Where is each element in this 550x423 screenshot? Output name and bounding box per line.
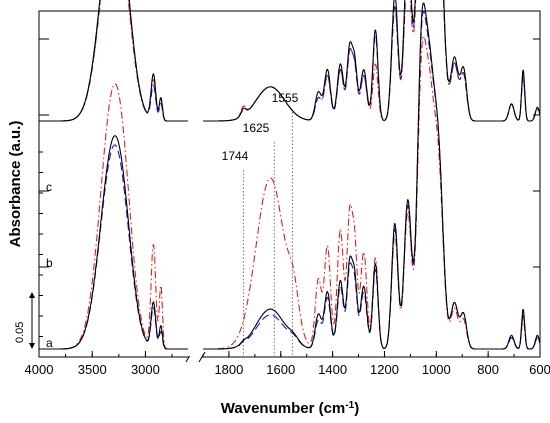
spectrum-a-s2-seg0 <box>38 144 189 350</box>
x-tick-label-3500: 3500 <box>78 362 107 377</box>
axis-break-band <box>189 12 202 356</box>
spectrum-a-s1-seg1 <box>202 2 541 350</box>
axis-break-marker <box>185 12 206 363</box>
x-tick-label-1800: 1800 <box>214 362 243 377</box>
group-label-b: b <box>46 256 53 270</box>
x-tick-label-1600: 1600 <box>266 362 295 377</box>
annotation-label-1555: 1555 <box>272 91 299 105</box>
x-tick-label-1200: 1200 <box>370 362 399 377</box>
spectrum-b-s3-seg1 <box>202 0 541 122</box>
spectrum-b-s2-seg0 <box>38 0 189 122</box>
spectrum-a-s1-seg0 <box>38 135 189 350</box>
x-tick-label-800: 800 <box>477 362 499 377</box>
scale-bar-arrow-down <box>29 343 35 349</box>
spectra-series <box>38 0 541 350</box>
x-tick-label-3000: 3000 <box>131 362 160 377</box>
x-tick-label-4000: 4000 <box>25 362 54 377</box>
annotation-label-1744: 1744 <box>222 149 249 163</box>
plot-frame <box>38 10 541 358</box>
spectrum-a-s2-seg1 <box>202 10 541 350</box>
spectrum-b-s1-seg0 <box>38 0 189 122</box>
axis-ticks: 4000 3500 3000 1800 1600 1400 1200 1000 800 600 <box>25 38 550 377</box>
scale-bar-label: 0.05 <box>14 322 26 343</box>
x-tick-label-1000: 1000 <box>422 362 451 377</box>
axis-break-slash-right <box>198 351 206 363</box>
spectrum-b-s3-seg0 <box>38 0 189 122</box>
annotation-label-1625: 1625 <box>243 121 270 135</box>
annotation-lines <box>242 112 293 357</box>
group-label-c: c <box>46 180 52 194</box>
x-tick-label-1400: 1400 <box>318 362 347 377</box>
spectrum-a-s3-seg0 <box>38 83 189 350</box>
group-label-a: a <box>46 336 53 350</box>
x-tick-label-600: 600 <box>529 362 550 377</box>
x-axis-title: Wavenumber (cm-1) <box>221 400 359 417</box>
y-axis-title: Absorbance (a.u.) <box>7 121 24 248</box>
spectrum-b-s1-seg1 <box>202 0 541 122</box>
scale-bar <box>29 292 35 349</box>
scale-bar-arrow-up <box>29 292 35 298</box>
